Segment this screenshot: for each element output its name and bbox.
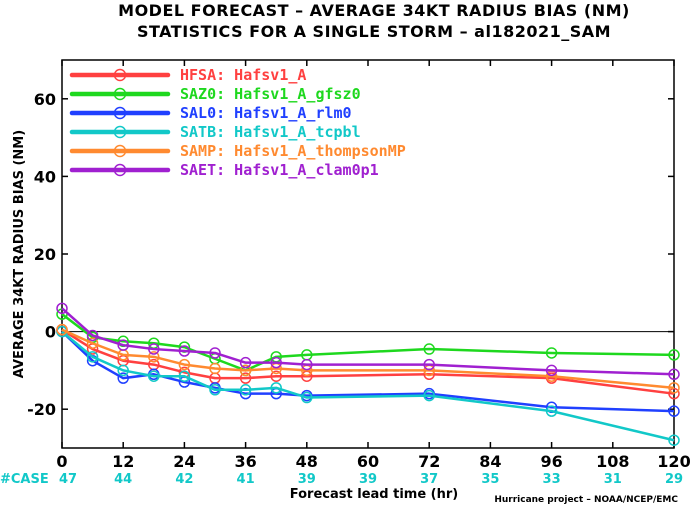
legend-label: HFSA: Hafsv1_A (180, 66, 306, 84)
legend-swatch-marker (113, 106, 127, 120)
data-point (86, 351, 99, 363)
case-label: #CASE (0, 472, 49, 487)
data-point (545, 364, 558, 377)
case-count: 31 (604, 472, 622, 487)
legend-swatch-marker (113, 87, 127, 101)
series-group (56, 302, 680, 446)
credit-text: Hurricane project – NOAA/NCEP/EMC (494, 495, 678, 505)
legend-label: SAL0: Hafsv1_A_rlm0 (180, 104, 352, 122)
data-point (545, 405, 558, 417)
data-point (148, 343, 160, 355)
data-point (86, 337, 99, 349)
legend-swatch-marker (113, 68, 127, 82)
data-point (117, 339, 129, 351)
data-point (270, 370, 282, 382)
plot-frame (61, 59, 675, 449)
legend-label: SAMP: Hafsv1_A_thompsonMP (180, 142, 406, 160)
x-tick-label: 72 (418, 452, 440, 471)
x-tick-label: 60 (357, 452, 379, 471)
y-axis-label: AVERAGE 34KT RADIUS BIAS (NM) (12, 130, 27, 378)
data-point (668, 434, 680, 446)
x-tick-label: 108 (596, 452, 629, 471)
data-point (56, 323, 68, 336)
data-point (668, 387, 680, 400)
y-tick-label: -20 (27, 400, 56, 419)
data-point (239, 364, 252, 377)
case-count: 44 (114, 472, 132, 487)
data-point (178, 370, 191, 382)
data-point (117, 364, 129, 377)
x-tick-label: 84 (479, 452, 501, 471)
x-tick-label: 120 (657, 452, 690, 471)
legend-swatch-marker (113, 125, 127, 139)
case-count: 33 (543, 472, 561, 487)
data-point (117, 372, 129, 384)
x-tick-label: 24 (173, 452, 195, 471)
data-point (423, 389, 435, 402)
data-point (209, 362, 221, 375)
data-point (209, 347, 221, 359)
data-point (178, 345, 191, 357)
data-point (668, 368, 680, 381)
case-count: 47 (59, 472, 77, 487)
case-count: 42 (175, 472, 193, 487)
data-point (148, 370, 160, 382)
data-point (668, 405, 680, 417)
x-tick-label: 48 (296, 452, 318, 471)
data-point (270, 382, 282, 394)
legend-label: SAZ0: Hafsv1_A_gfsz0 (180, 85, 361, 103)
data-point (209, 384, 221, 396)
x-tick-label: 12 (112, 452, 134, 471)
data-point (668, 349, 680, 361)
y-tick-label: 0 (45, 323, 56, 342)
case-count: 39 (298, 472, 316, 487)
data-point (239, 384, 252, 396)
data-point (148, 351, 160, 363)
data-point (56, 302, 68, 315)
data-point (301, 391, 313, 404)
case-count: 37 (420, 472, 438, 487)
x-tick-label: 96 (540, 452, 562, 471)
legend-label: SATB: Hafsv1_A_tcpbl (180, 123, 361, 141)
legend-swatch-marker (113, 163, 127, 177)
chart-subtitle: STATISTICS FOR A SINGLE STORM – al182021… (137, 22, 611, 41)
data-point (239, 372, 252, 384)
data-point (423, 343, 435, 355)
data-point (545, 347, 558, 359)
case-count: 35 (481, 472, 499, 487)
x-axis: 0 12 24 36 48 60 72 84 96 108 120 (56, 60, 691, 471)
y-tick-label: 40 (34, 167, 56, 186)
chart-title: MODEL FORECAST – AVERAGE 34KT RADIUS BIA… (118, 1, 630, 20)
legend-label: SAET: Hafsv1_A_clam0p1 (180, 161, 379, 179)
x-tick-label: 36 (234, 452, 256, 471)
case-count: 39 (359, 472, 377, 487)
case-count: 41 (237, 472, 255, 487)
legend-swatch-marker (113, 144, 127, 158)
data-point (178, 358, 191, 371)
y-tick-label: 60 (34, 90, 56, 109)
x-tick-label: 0 (56, 452, 67, 471)
data-point (301, 358, 313, 371)
y-tick-label: 20 (34, 245, 56, 264)
x-axis-label: Forecast lead time (hr) (290, 487, 458, 502)
data-point (423, 358, 435, 371)
data-point (86, 329, 99, 342)
data-point (270, 356, 282, 369)
case-counts: #CASE 47 44 42 41 39 39 37 35 33 31 29 (0, 472, 683, 487)
y-axis: -20 0 20 40 60 (27, 90, 674, 419)
data-point (239, 356, 252, 369)
data-point (668, 382, 680, 394)
case-count: 29 (665, 472, 683, 487)
